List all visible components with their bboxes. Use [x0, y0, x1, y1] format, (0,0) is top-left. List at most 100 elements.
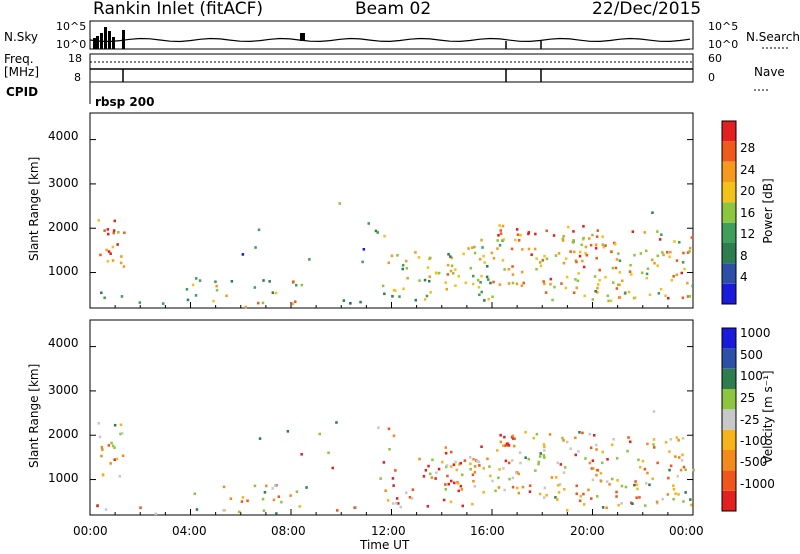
power-cell: [295, 283, 298, 287]
velocity-colorbar-swatch: [722, 450, 736, 471]
velocity-cell: [454, 460, 457, 464]
velocity-cell: [648, 483, 651, 487]
power-cell: [681, 261, 685, 264]
velocity-cell: [667, 476, 670, 480]
power-cell: [593, 275, 597, 278]
nave-tick-top: 60: [708, 52, 722, 65]
velocity-cell: [502, 467, 505, 470]
velocity-cell: [615, 457, 619, 460]
power-cell: [429, 256, 432, 260]
velocity-cell: [516, 486, 519, 490]
power-cell: [660, 233, 663, 236]
power-ytick-1000: 1000: [48, 264, 79, 278]
velocity-cell: [538, 455, 542, 458]
velocity-cell: [405, 491, 408, 494]
power-cell: [100, 291, 103, 295]
velocity-cell: [473, 485, 476, 488]
velocity-cbar-tick-500: 500: [740, 348, 763, 362]
power-cell: [398, 295, 401, 298]
velocity-cell: [615, 495, 618, 498]
power-cell: [454, 284, 457, 287]
power-cell: [557, 252, 561, 255]
velocity-cell: [101, 448, 104, 451]
power-colorbar-swatch: [722, 243, 736, 264]
velocity-cell: [610, 443, 614, 446]
power-cell: [675, 273, 678, 277]
velocity-cell: [652, 410, 656, 413]
velocity-cell: [139, 506, 142, 509]
velocity-cell: [446, 474, 449, 478]
velocity-cell: [505, 442, 509, 446]
power-cell: [97, 219, 100, 222]
power-cell: [473, 245, 476, 249]
velocity-cell: [331, 466, 334, 470]
power-cell: [185, 288, 189, 291]
velocity-cell: [680, 459, 684, 462]
power-ytick-3000: 3000: [48, 176, 79, 190]
power-cell: [361, 260, 364, 264]
nsky-bar: [100, 33, 103, 49]
power-cbar-label: Power [dB]: [761, 178, 775, 244]
power-cell: [596, 291, 599, 294]
power-cell: [553, 285, 556, 289]
cpid-value: rbsp 200: [95, 95, 155, 109]
velocity-cell: [463, 459, 467, 462]
velocity-cell: [496, 449, 499, 452]
power-cell: [426, 266, 430, 269]
power-cell: [686, 295, 690, 298]
power-cell: [672, 275, 675, 278]
velocity-ytick-2000: 2000: [48, 427, 79, 441]
velocity-cell: [100, 454, 103, 458]
velocity-cell: [97, 422, 100, 425]
velocity-cell: [354, 506, 358, 509]
velocity-cell: [557, 484, 560, 487]
velocity-cell: [672, 488, 676, 491]
power-cell: [501, 224, 505, 228]
velocity-cell: [115, 457, 119, 461]
velocity-cbar-tick-25: 25: [740, 391, 756, 405]
power-colorbar-swatch: [722, 141, 736, 162]
power-cell: [457, 275, 460, 278]
velocity-cell: [460, 488, 464, 491]
power-cell: [688, 246, 692, 250]
power-cell: [467, 247, 470, 250]
power-cell: [567, 225, 570, 229]
velocity-cell: [633, 483, 636, 487]
velocity-cell: [588, 461, 592, 465]
velocity-cell: [608, 483, 611, 486]
velocity-cell: [643, 467, 647, 471]
power-cell: [688, 250, 691, 253]
nave-tick-bottom: 0: [708, 71, 715, 84]
velocity-cell: [394, 469, 397, 472]
velocity-colorbar-swatch: [722, 490, 736, 511]
power-cell: [515, 282, 519, 286]
velocity-cell: [578, 499, 582, 503]
freq-tick-top: 18: [68, 52, 82, 65]
velocity-cbar-tick-m25: -25: [740, 413, 760, 427]
velocity-cell: [690, 503, 693, 507]
velocity-cell: [519, 461, 522, 465]
velocity-cbar-tick-100: 100: [740, 369, 763, 383]
velocity-cell: [193, 492, 196, 496]
velocity-cell: [563, 466, 567, 469]
power-cell: [562, 235, 565, 238]
power-cell: [383, 292, 386, 296]
velocity-cell: [652, 443, 655, 446]
power-cell: [661, 251, 664, 254]
power-cell: [511, 281, 515, 285]
velocity-cell: [473, 465, 477, 468]
power-cell: [391, 295, 394, 298]
velocity-ylabel: Slant Range [km]: [27, 363, 41, 468]
velocity-cell: [336, 509, 339, 512]
velocity-cell: [611, 477, 614, 481]
power-cell: [648, 293, 652, 297]
power-cell: [501, 259, 505, 262]
power-cell: [498, 283, 502, 286]
xtick-0400: 04:00: [172, 524, 207, 538]
velocity-cell: [676, 474, 679, 478]
power-cell: [639, 252, 643, 255]
power-cell: [434, 271, 438, 275]
velocity-cell: [558, 483, 562, 486]
power-cell: [367, 222, 370, 225]
power-cell: [103, 296, 106, 300]
